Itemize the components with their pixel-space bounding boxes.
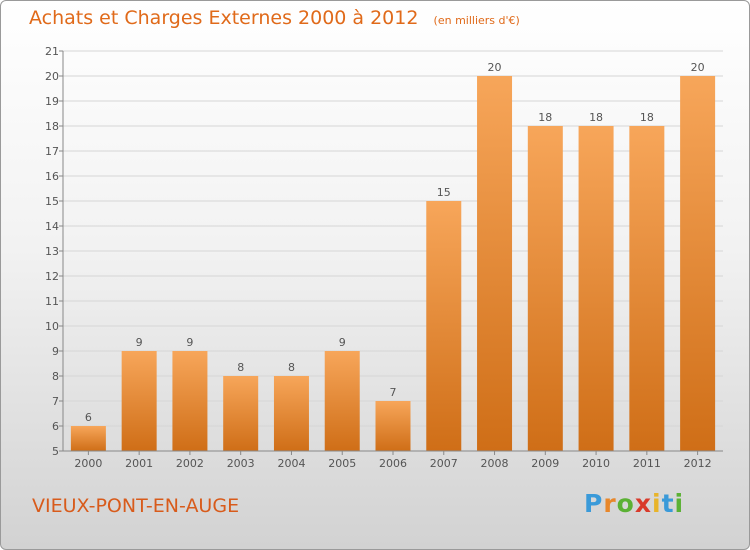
data-label: 9	[186, 336, 193, 349]
chart-unit: (en milliers d'€)	[433, 14, 520, 27]
logo-letter: x	[634, 489, 652, 518]
data-label: 15	[437, 186, 451, 199]
x-tick-label: 2006	[379, 457, 407, 470]
bar	[70, 426, 106, 451]
y-tick-label: 17	[45, 145, 59, 158]
x-tick-label: 2004	[277, 457, 305, 470]
data-label: 7	[390, 386, 397, 399]
data-label: 20	[488, 61, 502, 74]
y-tick-label: 5	[52, 445, 59, 458]
bar	[223, 376, 259, 451]
x-tick-label: 2010	[582, 457, 610, 470]
y-tick-label: 13	[45, 245, 59, 258]
logo-letter: o	[616, 489, 635, 518]
y-tick-label: 21	[45, 45, 59, 58]
x-tick-label: 2007	[430, 457, 458, 470]
y-tick-label: 11	[45, 295, 59, 308]
y-tick-label: 8	[52, 370, 59, 383]
proxiti-logo: Proxiti	[584, 489, 684, 518]
bar	[172, 351, 208, 451]
logo-letter: r	[603, 489, 617, 518]
y-tick-label: 15	[45, 195, 59, 208]
y-tick-label: 16	[45, 170, 59, 183]
logo-letter: i	[674, 489, 685, 518]
y-tick-label: 14	[45, 220, 59, 233]
y-tick-label: 10	[45, 320, 59, 333]
data-label: 9	[136, 336, 143, 349]
y-tick-label: 6	[52, 420, 59, 433]
x-tick-label: 2000	[74, 457, 102, 470]
bar	[121, 351, 157, 451]
x-tick-label: 2003	[227, 457, 255, 470]
logo-letter: i	[652, 489, 662, 518]
y-tick-label: 19	[45, 95, 59, 108]
x-tick-label: 2011	[633, 457, 661, 470]
data-label: 18	[640, 111, 654, 124]
y-tick-label: 12	[45, 270, 59, 283]
bar	[629, 126, 665, 451]
data-label: 9	[339, 336, 346, 349]
bar	[527, 126, 563, 451]
x-tick-label: 2009	[531, 457, 559, 470]
data-label: 18	[589, 111, 603, 124]
bar	[324, 351, 360, 451]
bar	[680, 76, 716, 451]
x-tick-label: 2002	[176, 457, 204, 470]
data-label: 8	[288, 361, 295, 374]
y-tick-label: 9	[52, 345, 59, 358]
y-tick-label: 20	[45, 70, 59, 83]
y-tick-label: 18	[45, 120, 59, 133]
x-tick-label: 2008	[481, 457, 509, 470]
x-tick-label: 2001	[125, 457, 153, 470]
logo-letter: P	[584, 489, 604, 518]
bar	[477, 76, 513, 451]
data-label: 6	[85, 411, 92, 424]
logo-letter: t	[661, 489, 675, 518]
bar	[578, 126, 614, 451]
chart-title: Achats et Charges Externes 2000 à 2012	[29, 7, 419, 29]
data-label: 18	[538, 111, 552, 124]
y-tick-label: 7	[52, 395, 59, 408]
x-tick-label: 2012	[684, 457, 712, 470]
commune-name: VIEUX-PONT-EN-AUGE	[32, 495, 240, 517]
title-block: Achats et Charges Externes 2000 à 2012 (…	[29, 7, 520, 29]
x-tick-label: 2005	[328, 457, 356, 470]
data-label: 20	[691, 61, 705, 74]
bar	[273, 376, 309, 451]
data-label: 8	[237, 361, 244, 374]
bar	[426, 201, 462, 451]
bar	[375, 401, 411, 451]
